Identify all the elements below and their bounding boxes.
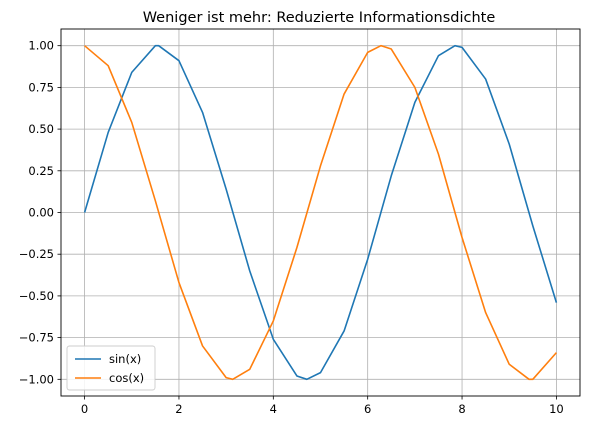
y-tick-label: 1.00 [28, 39, 54, 53]
series-line-0 [83, 44, 558, 381]
y-tick-label: −1.00 [19, 372, 54, 386]
legend-label: cos(x) [109, 371, 144, 385]
grid [61, 29, 580, 396]
y-tick-label: −0.25 [19, 247, 54, 261]
y-tick-label: 0.50 [28, 122, 54, 136]
x-tick-label: 6 [364, 402, 371, 416]
x-tick-label: 10 [549, 402, 564, 416]
x-tick-label: 4 [270, 402, 277, 416]
chart-title: Weniger ist mehr: Reduzierte Information… [143, 10, 496, 26]
x-tick-label: 0 [81, 402, 88, 416]
y-tick-label: −0.50 [19, 289, 54, 303]
legend-box [66, 345, 156, 391]
y-tick-label: −0.75 [19, 331, 54, 345]
legend-label: sin(x) [109, 352, 141, 366]
tick-layer: 0 2 4 6 8 10 1.00 0.75 0.50 0.25 0.00 −0.25 −0.50 −0.… [19, 39, 564, 416]
y-tick-label: 0.75 [28, 80, 54, 94]
legend: sin(x) cos(x) [66, 345, 156, 391]
x-tick-label: 2 [175, 402, 182, 416]
series-line-1 [84, 44, 558, 381]
series-layer [83, 44, 558, 381]
x-tick-label: 8 [458, 402, 465, 416]
y-tick-label: 0.25 [28, 164, 54, 178]
y-tick-label: 0.00 [28, 206, 54, 220]
